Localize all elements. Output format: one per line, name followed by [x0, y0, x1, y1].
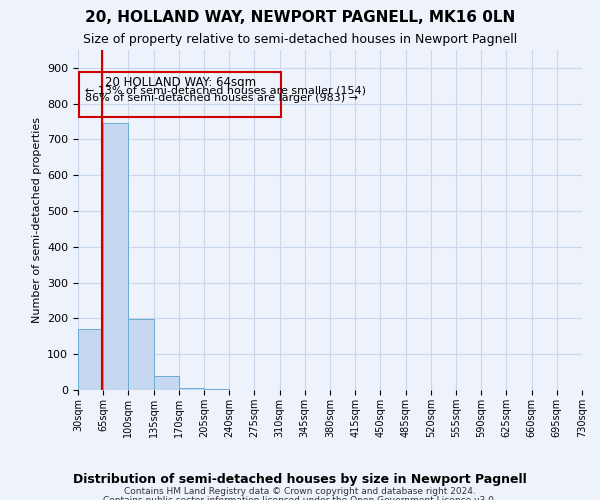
- Text: 20 HOLLAND WAY: 64sqm: 20 HOLLAND WAY: 64sqm: [104, 76, 256, 89]
- Text: 86% of semi-detached houses are larger (983) →: 86% of semi-detached houses are larger (…: [85, 93, 358, 103]
- Text: Distribution of semi-detached houses by size in Newport Pagnell: Distribution of semi-detached houses by …: [73, 472, 527, 486]
- Text: Contains HM Land Registry data © Crown copyright and database right 2024.: Contains HM Land Registry data © Crown c…: [124, 488, 476, 496]
- Bar: [103, 124, 128, 390]
- Text: Contains public sector information licensed under the Open Government Licence v3: Contains public sector information licen…: [103, 496, 497, 500]
- Bar: [128, 320, 154, 390]
- Text: ← 13% of semi-detached houses are smaller (154): ← 13% of semi-detached houses are smalle…: [85, 85, 366, 95]
- Bar: [78, 329, 103, 390]
- Bar: [179, 388, 204, 390]
- Y-axis label: Number of semi-detached properties: Number of semi-detached properties: [32, 117, 41, 323]
- Text: 20, HOLLAND WAY, NEWPORT PAGNELL, MK16 0LN: 20, HOLLAND WAY, NEWPORT PAGNELL, MK16 0…: [85, 10, 515, 25]
- Text: Size of property relative to semi-detached houses in Newport Pagnell: Size of property relative to semi-detach…: [83, 32, 517, 46]
- Bar: [154, 376, 179, 390]
